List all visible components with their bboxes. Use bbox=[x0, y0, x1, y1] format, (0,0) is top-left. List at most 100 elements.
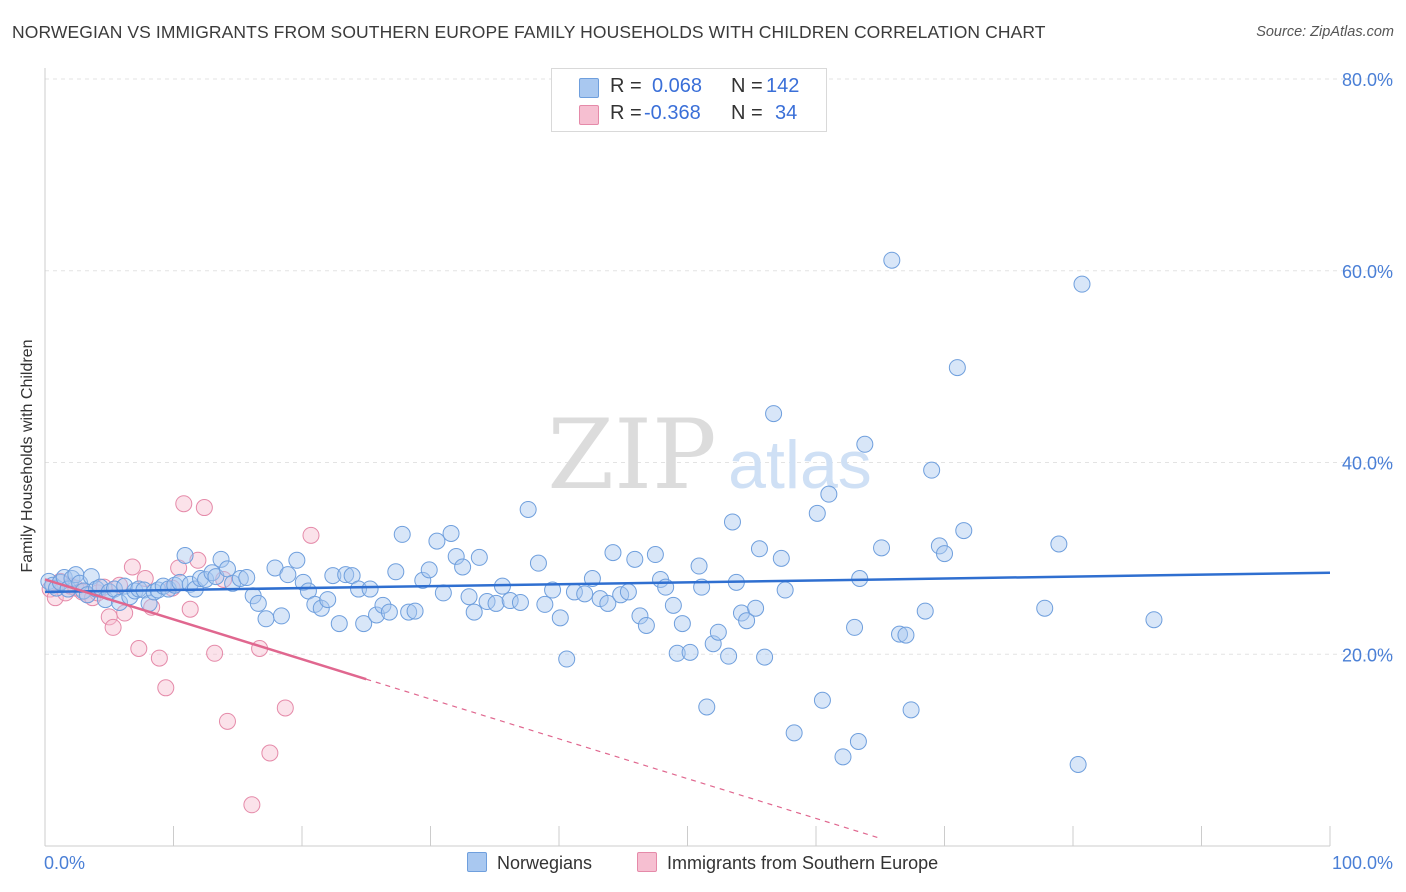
y-axis-title: Family Households with Children bbox=[19, 339, 36, 573]
n-label: N = bbox=[731, 102, 763, 124]
r-label: R = bbox=[610, 102, 642, 124]
point-norwegians-103 bbox=[664, 596, 682, 614]
r-value-immigrants: -0.368 bbox=[644, 102, 701, 124]
y-tick-label-80: 80.0% bbox=[1342, 70, 1393, 90]
point-norwegians-128 bbox=[849, 732, 867, 750]
point-norwegians-48 bbox=[288, 551, 306, 569]
point-norwegians-54 bbox=[324, 567, 342, 585]
point-norwegians-122 bbox=[776, 581, 794, 599]
point-immigrants-27 bbox=[206, 644, 224, 662]
point-norwegians-140 bbox=[936, 545, 953, 563]
point-norwegians-58 bbox=[350, 580, 368, 598]
point-norwegians-75 bbox=[460, 588, 478, 606]
point-norwegians-53 bbox=[319, 591, 337, 609]
point-norwegians-56 bbox=[337, 566, 355, 584]
point-immigrants-15 bbox=[123, 558, 141, 576]
point-norwegians-90 bbox=[576, 585, 594, 603]
point-immigrants-16 bbox=[130, 639, 148, 657]
point-norwegians-138 bbox=[923, 461, 941, 479]
n-label: N = bbox=[731, 75, 763, 97]
point-norwegians-40 bbox=[231, 570, 249, 588]
point-norwegians-41 bbox=[238, 569, 256, 587]
point-norwegians-137 bbox=[916, 602, 934, 620]
legend-swatch-immigrants bbox=[637, 852, 657, 872]
axes bbox=[44, 68, 1331, 847]
point-norwegians-84 bbox=[529, 554, 547, 572]
point-norwegians-61 bbox=[368, 606, 386, 624]
point-norwegians-135 bbox=[897, 626, 915, 644]
point-norwegians-99 bbox=[637, 616, 655, 634]
point-norwegians-79 bbox=[487, 594, 505, 612]
point-norwegians-98 bbox=[631, 607, 649, 625]
point-norwegians-146 bbox=[1073, 275, 1091, 293]
trend-line-norwegians bbox=[44, 571, 1331, 594]
point-norwegians-116 bbox=[738, 612, 756, 630]
point-norwegians-118 bbox=[750, 540, 768, 558]
y-tick-label-60: 60.0% bbox=[1342, 262, 1393, 282]
point-norwegians-126 bbox=[820, 485, 838, 503]
point-norwegians-145 bbox=[1069, 756, 1087, 774]
watermark-zip: ZIP bbox=[547, 399, 716, 511]
point-norwegians-133 bbox=[883, 251, 901, 269]
point-norwegians-85 bbox=[536, 595, 554, 613]
point-immigrants-20 bbox=[157, 679, 175, 697]
legend-item-norwegians: Norwegians bbox=[467, 852, 592, 874]
r-label: R = bbox=[610, 75, 642, 97]
point-norwegians-97 bbox=[626, 550, 644, 568]
point-immigrants-12 bbox=[104, 618, 122, 636]
point-norwegians-60 bbox=[361, 580, 379, 598]
r-value-norwegians: 0.068 bbox=[652, 75, 703, 97]
point-norwegians-37 bbox=[212, 550, 230, 568]
point-norwegians-31 bbox=[181, 575, 199, 593]
point-norwegians-147 bbox=[1145, 611, 1163, 629]
point-norwegians-55 bbox=[330, 615, 348, 633]
point-norwegians-73 bbox=[447, 547, 465, 565]
watermark: ZIP atlas bbox=[547, 399, 871, 511]
point-norwegians-74 bbox=[454, 558, 472, 576]
point-norwegians-106 bbox=[681, 643, 699, 661]
point-norwegians-68 bbox=[414, 571, 432, 589]
point-norwegians-83 bbox=[519, 500, 537, 518]
tick-labels: 20.0% 40.0% 60.0% 80.0% 0.0% 100.0% bbox=[44, 70, 1393, 873]
point-immigrants-26 bbox=[195, 499, 213, 517]
point-norwegians-52 bbox=[312, 599, 330, 617]
point-norwegians-100 bbox=[646, 546, 664, 564]
point-norwegians-86 bbox=[544, 581, 562, 599]
stats-row-norwegians: R = 0.068 N = 142 bbox=[552, 74, 826, 100]
point-immigrants-24 bbox=[181, 600, 199, 618]
point-immigrants-25 bbox=[189, 551, 207, 569]
point-norwegians-104 bbox=[668, 644, 686, 662]
point-norwegians-119 bbox=[756, 648, 774, 666]
point-norwegians-46 bbox=[272, 607, 290, 625]
y-tick-label-40: 40.0% bbox=[1342, 454, 1393, 474]
trend-line-immigrants bbox=[44, 578, 367, 681]
legend-label-norwegians: Norwegians bbox=[497, 853, 593, 873]
point-norwegians-113 bbox=[723, 513, 741, 531]
x-tick-label-max: 100.0% bbox=[1332, 853, 1393, 873]
point-immigrants-32 bbox=[261, 744, 279, 762]
point-norwegians-134 bbox=[891, 625, 909, 643]
point-norwegians-144 bbox=[1050, 535, 1068, 553]
point-norwegians-16 bbox=[105, 580, 123, 598]
point-immigrants-29 bbox=[218, 712, 236, 730]
point-norwegians-87 bbox=[551, 609, 569, 627]
point-norwegians-93 bbox=[599, 594, 617, 612]
point-norwegians-129 bbox=[856, 435, 874, 453]
point-norwegians-30 bbox=[176, 546, 194, 564]
chart-title: NORWEGIAN VS IMMIGRANTS FROM SOUTHERN EU… bbox=[12, 22, 1046, 42]
legend-swatch-norwegians bbox=[467, 852, 487, 872]
point-norwegians-59 bbox=[355, 615, 373, 633]
stats-legend: R = 0.068 N = 142 R = -0.368 N = 34 bbox=[551, 68, 827, 132]
point-norwegians-142 bbox=[955, 522, 973, 540]
point-norwegians-81 bbox=[501, 592, 519, 610]
point-immigrants-30 bbox=[243, 796, 261, 814]
point-norwegians-123 bbox=[785, 724, 803, 742]
point-norwegians-65 bbox=[393, 525, 411, 543]
stats-row-immigrants: R = -0.368 N = 34 bbox=[552, 101, 826, 127]
trend-lines bbox=[44, 571, 1331, 839]
point-norwegians-143 bbox=[1036, 599, 1054, 617]
point-norwegians-47 bbox=[279, 566, 297, 584]
point-norwegians-107 bbox=[690, 557, 708, 575]
point-immigrants-19 bbox=[150, 649, 168, 667]
